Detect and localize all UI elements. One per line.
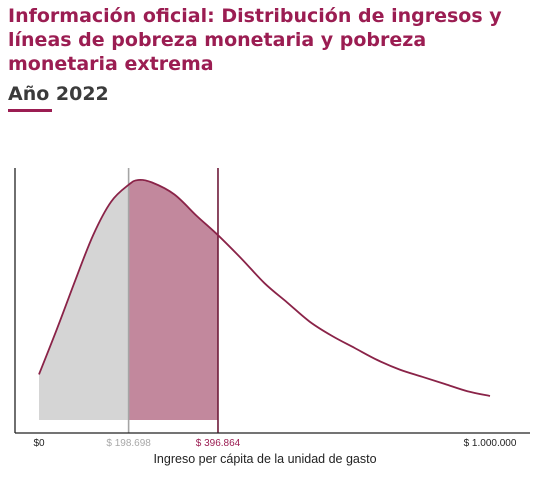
chart-title: Información oficial: Distribución de ing… xyxy=(8,5,502,75)
x-tick-labels: $0 $ 198.698 $ 396.864 $ 1.000.000 xyxy=(33,438,516,449)
chart-subtitle: Año 2022 xyxy=(8,83,109,105)
x-tick-label: $ 396.864 xyxy=(196,438,241,449)
reference-lines xyxy=(127,168,219,433)
extreme-poverty-region xyxy=(39,184,129,420)
income-distribution-curve xyxy=(38,178,491,397)
axes xyxy=(14,168,530,434)
shaded-regions xyxy=(39,180,218,420)
x-tick-label: $0 xyxy=(33,438,45,449)
x-tick-label: $ 1.000.000 xyxy=(464,438,517,449)
x-axis-label: Ingreso per cápita de la unidad de gasto xyxy=(153,452,376,466)
title-underline xyxy=(8,109,52,112)
curve-layer xyxy=(38,178,491,397)
poverty-region xyxy=(128,180,218,420)
x-tick-label: $ 198.698 xyxy=(106,438,151,449)
